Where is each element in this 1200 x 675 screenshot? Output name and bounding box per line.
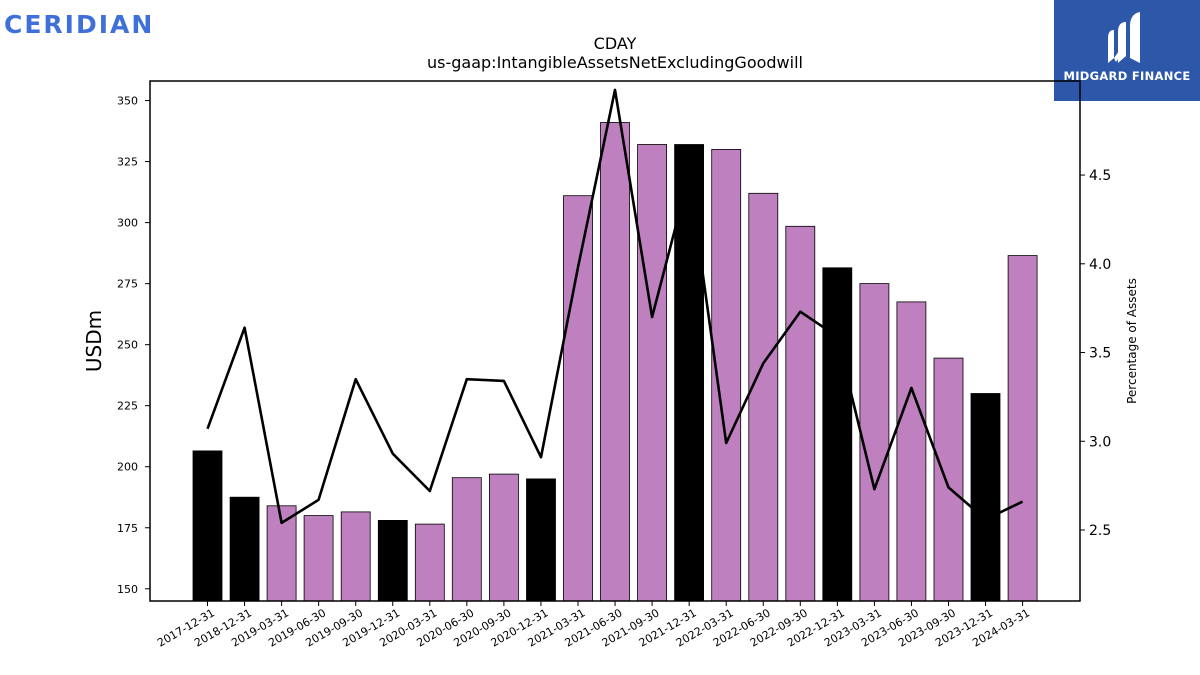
bar-2020-03-31: [414, 523, 445, 602]
y-tick-label: 275: [117, 278, 138, 291]
bar-2023-03-31: [859, 283, 890, 602]
bar-2022-12-31: [822, 267, 853, 602]
y-tick-label: 300: [117, 217, 138, 230]
y-tick-label: 150: [117, 583, 138, 596]
bar-2023-06-30: [896, 301, 927, 602]
y2-tick-label: 3.0: [1089, 434, 1111, 450]
y2-tick-label: 4.0: [1089, 257, 1111, 273]
bars-layer: [192, 122, 1038, 602]
bar-2023-12-31: [970, 393, 1001, 602]
bar-2020-12-31: [526, 478, 556, 602]
bar-2019-12-31: [377, 520, 408, 602]
y-tick-label: 225: [117, 400, 138, 413]
chart-subtitle: us-gaap:IntangibleAssetsNetExcludingGood…: [427, 53, 803, 72]
bar-2020-09-30: [488, 473, 519, 602]
ceridian-logo: CERIDIAN: [4, 10, 155, 39]
bar-2020-06-30: [451, 477, 482, 602]
midgard-m-icon: [1108, 12, 1140, 63]
bar-2021-09-30: [637, 144, 667, 602]
y2-tick-label: 3.5: [1089, 346, 1111, 362]
y-tick-label: 325: [117, 156, 138, 169]
bar-2021-06-30: [600, 122, 630, 602]
midgard-brand-badge: MIDGARD FINANCE: [1054, 0, 1200, 101]
y2-tick-label: 4.5: [1089, 168, 1111, 184]
bar-2018-12-31: [229, 496, 260, 602]
right-y-axis: 2.5 3.0 3.5 4.0 4.5: [1080, 168, 1111, 539]
bar-2021-12-31: [674, 144, 704, 602]
bar-2024-03-31: [1007, 255, 1038, 602]
bar-2021-03-31: [563, 195, 593, 602]
y2-tick-label: 2.5: [1089, 523, 1111, 539]
bar-2017-12-31: [192, 450, 223, 602]
y-tick-label: 175: [117, 522, 138, 535]
chart-title: CDAY: [594, 34, 637, 53]
y-tick-label: 350: [117, 95, 138, 108]
bar-2023-09-30: [933, 357, 964, 602]
y2-axis-label: Percentage of Assets: [1125, 278, 1139, 404]
bar-2019-06-30: [303, 515, 334, 602]
left-y-axis: 150 175 200 225 250 275 300 325 350: [117, 95, 150, 596]
bar-2022-09-30: [785, 225, 816, 602]
y-tick-label: 250: [117, 339, 138, 352]
x-axis: 2017-12-312018-12-312019-03-312019-06-30…: [155, 601, 1032, 650]
bar-2022-06-30: [748, 192, 779, 602]
bar-2019-09-30: [340, 511, 371, 602]
midgard-brand-name: MIDGARD FINANCE: [1063, 69, 1191, 83]
y-axis-label: USDm: [82, 310, 106, 372]
line-layer: [206, 88, 1024, 525]
y-tick-label: 200: [117, 461, 138, 474]
percentage-line: [206, 88, 1024, 525]
